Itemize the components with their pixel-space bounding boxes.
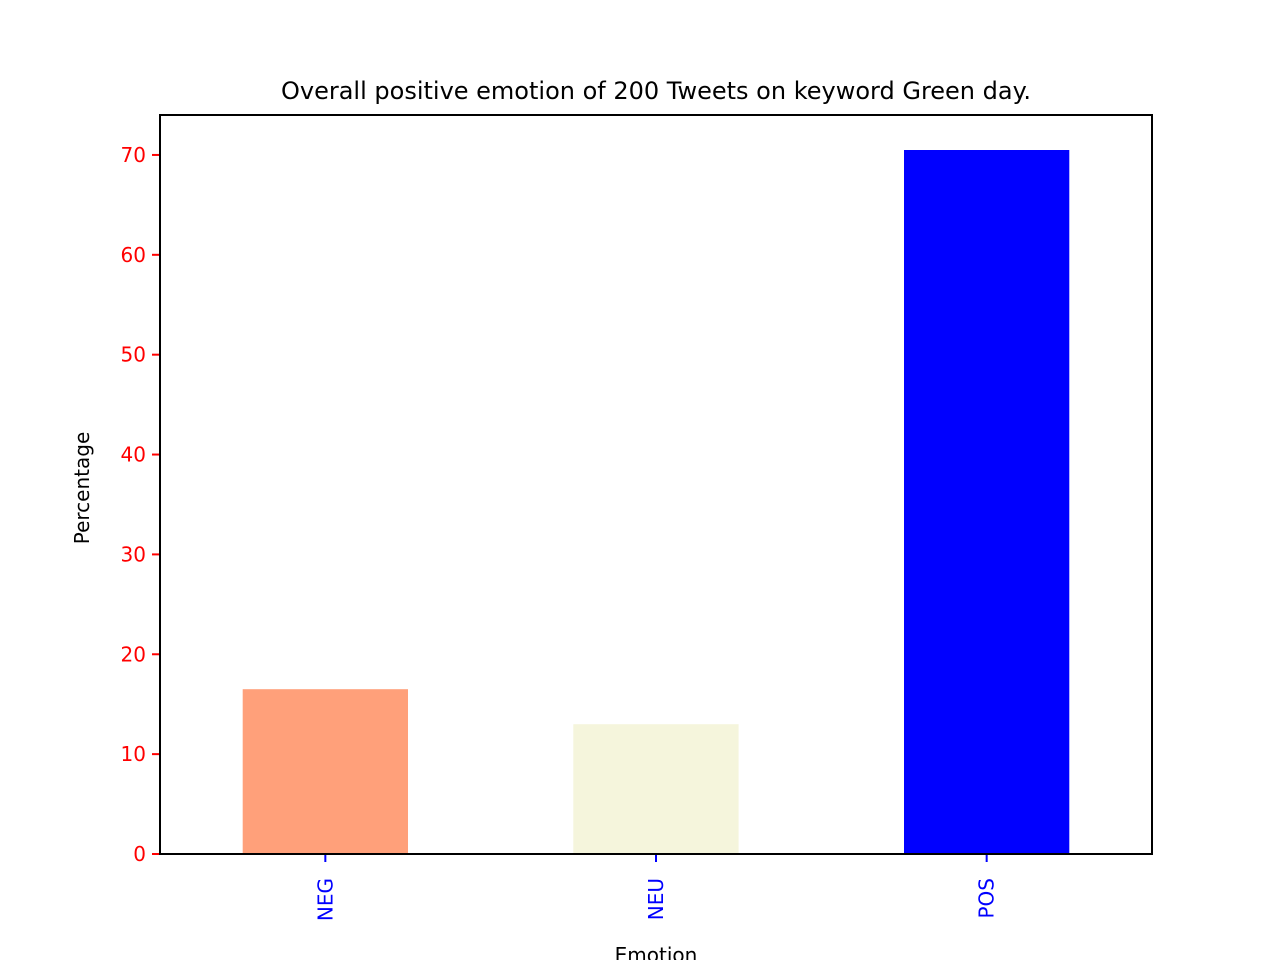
x-tick-label-neg: NEG [313, 878, 337, 921]
plot-frame [159, 114, 1153, 855]
y-tick-label: 0 [133, 842, 146, 866]
y-tick-label: 30 [121, 542, 146, 566]
bar-neg [242, 689, 408, 854]
bar-neu [573, 724, 739, 854]
y-tick-label: 40 [121, 443, 146, 467]
y-tick-label: 70 [121, 143, 146, 167]
chart-title: Overall positive emotion of 200 Tweets o… [281, 77, 1031, 105]
x-tick-label-pos: POS [975, 878, 999, 919]
x-axis-ticks: NEG NEU POS [313, 854, 999, 921]
x-axis-label: Emotion [615, 943, 698, 960]
y-tick-label: 50 [121, 343, 146, 367]
bars-layer [242, 150, 1070, 854]
y-tick-label: 20 [121, 642, 146, 666]
y-axis-label: Percentage [70, 432, 94, 545]
y-axis-ticks: 0 10 20 30 40 50 60 70 [121, 143, 160, 866]
y-tick-label: 60 [121, 243, 146, 267]
bar-pos [904, 150, 1070, 854]
x-tick-label-neu: NEU [644, 878, 668, 920]
y-tick-label: 10 [121, 742, 146, 766]
